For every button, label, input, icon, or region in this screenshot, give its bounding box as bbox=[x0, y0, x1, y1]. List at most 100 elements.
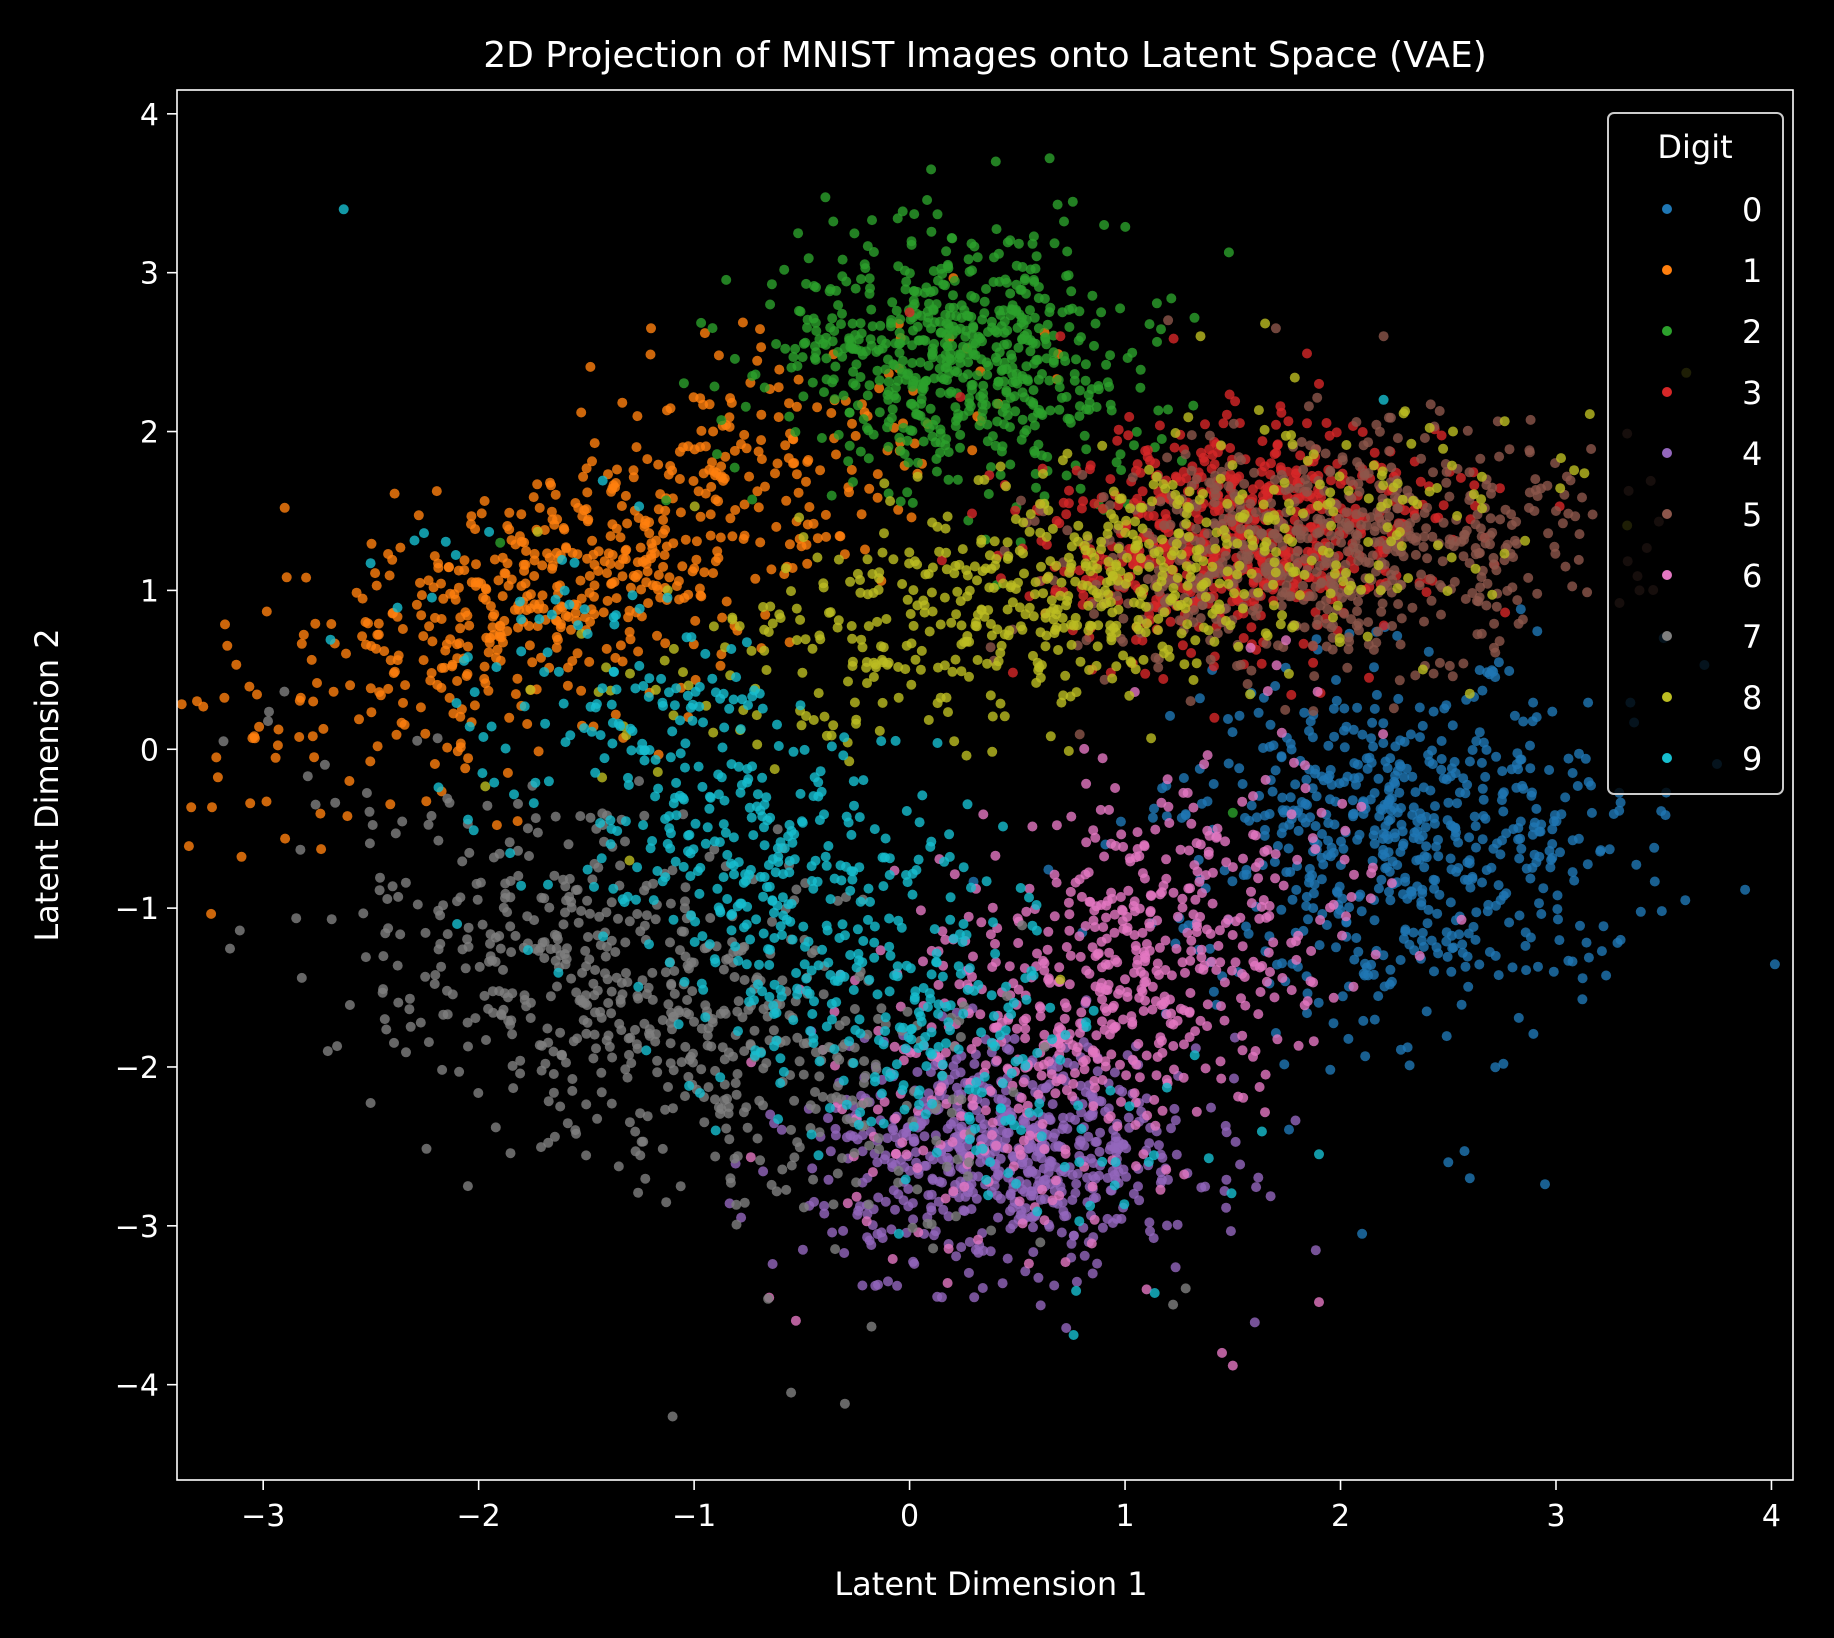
data-point-digit-0 bbox=[1240, 812, 1250, 823]
data-point-digit-0 bbox=[1352, 759, 1363, 770]
data-point-digit-6 bbox=[1139, 873, 1150, 884]
data-point-digit-6 bbox=[948, 1186, 959, 1197]
data-point-digit-2 bbox=[847, 318, 858, 329]
data-point-digit-2 bbox=[986, 316, 997, 327]
data-point-digit-7 bbox=[682, 995, 693, 1005]
data-point-digit-7 bbox=[549, 870, 560, 881]
data-point-digit-0 bbox=[1310, 764, 1321, 775]
data-point-digit-2 bbox=[1033, 323, 1044, 334]
data-point-digit-2 bbox=[1144, 319, 1155, 330]
data-point-digit-2 bbox=[856, 274, 866, 285]
data-point-digit-7 bbox=[542, 1023, 553, 1034]
data-point-digit-5 bbox=[1504, 444, 1515, 455]
data-point-digit-3 bbox=[1055, 331, 1066, 342]
data-point-digit-2 bbox=[962, 369, 973, 380]
data-point-digit-3 bbox=[1145, 455, 1155, 466]
data-point-digit-1 bbox=[310, 618, 321, 629]
data-point-digit-5 bbox=[1386, 569, 1396, 580]
data-point-digit-6 bbox=[1316, 807, 1327, 818]
data-point-digit-3 bbox=[1135, 467, 1146, 478]
data-point-digit-0 bbox=[1544, 765, 1555, 775]
data-point-digit-6 bbox=[1020, 1033, 1031, 1044]
data-point-digit-1 bbox=[254, 721, 265, 732]
data-point-digit-5 bbox=[1266, 498, 1277, 509]
data-point-digit-5 bbox=[1261, 638, 1272, 649]
data-point-digit-0 bbox=[1336, 836, 1346, 847]
data-point-digit-5 bbox=[1438, 517, 1449, 528]
data-point-digit-1 bbox=[602, 595, 613, 606]
data-point-digit-2 bbox=[1064, 414, 1075, 424]
data-point-digit-1 bbox=[756, 409, 767, 420]
data-point-digit-6 bbox=[1307, 833, 1318, 844]
data-point-digit-6 bbox=[915, 905, 926, 916]
data-point-digit-6 bbox=[1105, 1111, 1116, 1122]
data-point-digit-0 bbox=[1521, 863, 1532, 874]
data-point-digit-1 bbox=[668, 538, 679, 549]
data-point-digit-7 bbox=[652, 1067, 663, 1078]
data-point-digit-7 bbox=[731, 1199, 742, 1210]
data-point-digit-0 bbox=[1533, 961, 1543, 972]
data-point-digit-2 bbox=[955, 429, 966, 440]
data-point-digit-1 bbox=[245, 798, 256, 809]
data-point-digit-5 bbox=[1353, 596, 1363, 607]
data-point-digit-1 bbox=[442, 742, 453, 753]
data-point-digit-4 bbox=[1047, 1099, 1058, 1110]
data-point-digit-1 bbox=[428, 582, 439, 593]
data-point-digit-3 bbox=[1335, 478, 1346, 489]
data-point-digit-5 bbox=[1186, 465, 1197, 476]
data-point-digit-0 bbox=[1399, 772, 1410, 783]
data-point-digit-3 bbox=[1246, 622, 1257, 633]
data-point-digit-0 bbox=[1528, 1028, 1539, 1039]
data-point-digit-0 bbox=[1366, 959, 1377, 970]
data-point-digit-6 bbox=[1149, 1094, 1160, 1105]
data-point-digit-1 bbox=[198, 701, 209, 712]
data-point-digit-0 bbox=[1463, 875, 1473, 885]
data-point-digit-7 bbox=[907, 1222, 918, 1233]
data-point-digit-0 bbox=[1463, 928, 1474, 939]
data-point-digit-2 bbox=[1005, 235, 1016, 246]
data-point-digit-5 bbox=[1270, 323, 1281, 334]
data-point-digit-4 bbox=[1128, 1188, 1139, 1199]
data-point-digit-6 bbox=[1060, 1148, 1071, 1159]
data-point-digit-2 bbox=[1048, 347, 1059, 358]
data-point-digit-1 bbox=[801, 539, 812, 550]
data-point-digit-6 bbox=[1129, 1088, 1140, 1099]
data-point-digit-5 bbox=[1485, 513, 1496, 524]
data-point-digit-4 bbox=[880, 1196, 891, 1207]
data-point-digit-1 bbox=[383, 683, 394, 694]
data-point-digit-0 bbox=[1427, 759, 1438, 770]
data-point-digit-4 bbox=[845, 1130, 856, 1141]
data-point-digit-0 bbox=[1369, 825, 1380, 836]
data-point-digit-6 bbox=[991, 1055, 1002, 1066]
data-point-digit-0 bbox=[1415, 732, 1425, 743]
data-point-digit-7 bbox=[703, 1082, 714, 1093]
data-point-digit-3 bbox=[1331, 427, 1342, 438]
data-point-digit-4 bbox=[923, 1190, 934, 1201]
data-point-digit-1 bbox=[774, 364, 785, 375]
data-point-digit-2 bbox=[852, 400, 863, 411]
data-point-digit-2 bbox=[959, 305, 970, 316]
data-point-digit-0 bbox=[1417, 884, 1428, 895]
data-point-digit-2 bbox=[907, 381, 918, 392]
data-point-digit-0 bbox=[1234, 763, 1245, 774]
data-point-digit-2 bbox=[779, 264, 790, 275]
data-point-digit-7 bbox=[585, 812, 596, 823]
data-point-digit-6 bbox=[1112, 957, 1123, 968]
data-point-digit-3 bbox=[1170, 471, 1181, 482]
data-point-digit-0 bbox=[1548, 966, 1559, 977]
data-point-digit-7 bbox=[302, 771, 313, 782]
data-point-digit-2 bbox=[1101, 359, 1112, 370]
data-point-digit-6 bbox=[1166, 1008, 1177, 1019]
data-point-digit-6 bbox=[1018, 1077, 1029, 1088]
data-point-digit-6 bbox=[1200, 1063, 1211, 1074]
data-point-digit-0 bbox=[1446, 966, 1457, 977]
data-point-digit-2 bbox=[1076, 332, 1086, 343]
data-point-digit-2 bbox=[894, 432, 905, 443]
data-point-digit-6 bbox=[1192, 866, 1203, 877]
data-point-digit-2 bbox=[1005, 310, 1016, 321]
data-point-digit-5 bbox=[1388, 703, 1399, 714]
data-point-digit-3 bbox=[967, 508, 977, 519]
data-point-digit-7 bbox=[548, 1069, 559, 1079]
data-point-digit-2 bbox=[740, 401, 751, 412]
data-point-digit-6 bbox=[1118, 924, 1129, 934]
